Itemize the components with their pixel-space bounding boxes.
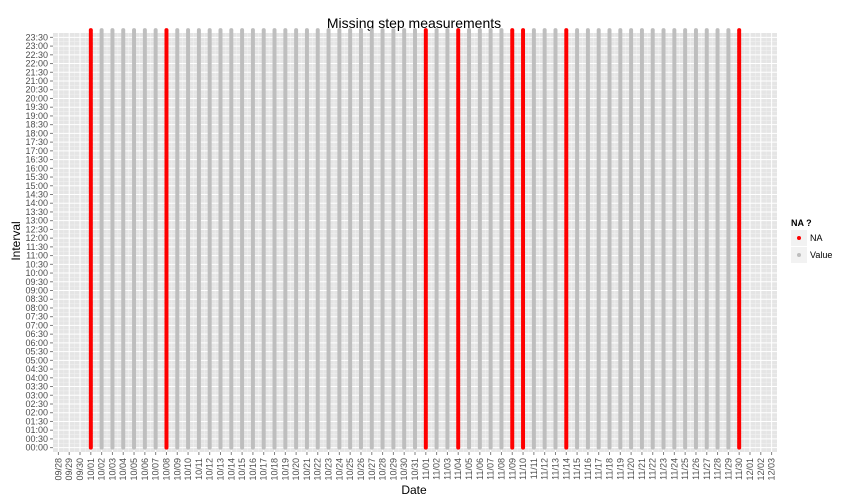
value-point	[240, 28, 245, 33]
value-point	[153, 28, 158, 33]
value-point	[186, 28, 191, 33]
value-point	[229, 28, 234, 33]
value-point	[261, 28, 266, 33]
x-axis-title: Date	[401, 483, 427, 497]
value-point	[272, 28, 277, 33]
y-axis-title: Interval	[9, 221, 23, 260]
value-point	[132, 28, 137, 33]
chart-title: Missing step measurements	[327, 15, 501, 31]
value-point	[142, 28, 147, 33]
value-point	[196, 28, 201, 33]
value-points	[99, 28, 731, 450]
value-point	[218, 28, 223, 33]
value-point	[121, 28, 126, 33]
value-point	[175, 28, 180, 33]
value-point	[207, 28, 212, 33]
value-point	[110, 28, 115, 33]
value-point	[99, 28, 104, 33]
value-point	[250, 28, 255, 33]
